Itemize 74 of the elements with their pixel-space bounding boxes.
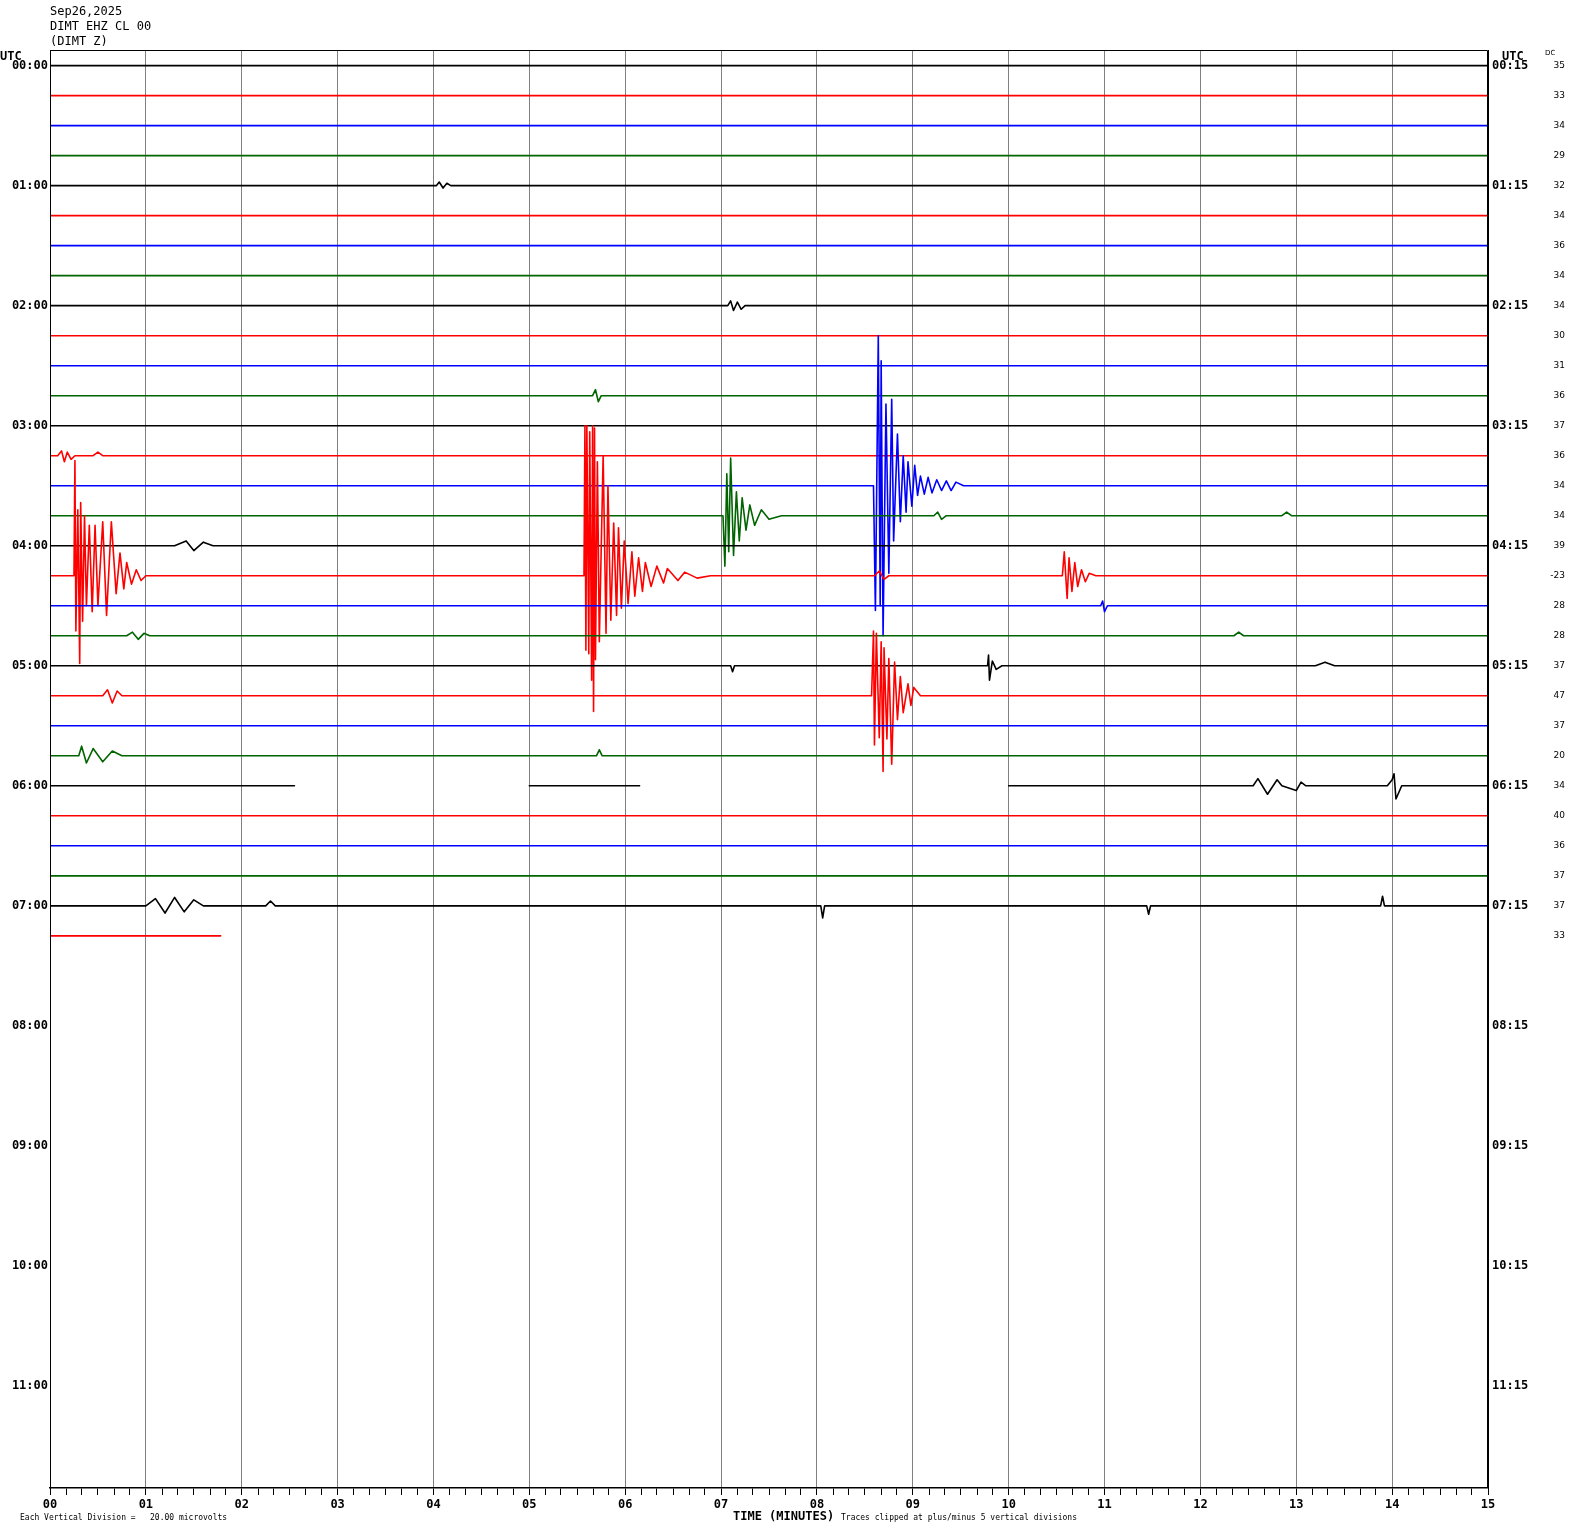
y-tick-label: 04:00 xyxy=(11,537,48,552)
text: 28 xyxy=(1553,630,1566,641)
x-tick-label: 05 xyxy=(522,1497,537,1512)
x-tick-label: 07 xyxy=(713,1497,729,1512)
x-tick-label: 13 xyxy=(1289,1497,1304,1512)
x-tick-label: 15 xyxy=(1480,1497,1496,1512)
y-tick-label: 02:00 xyxy=(11,297,48,312)
y2-tick-label: 06:15 xyxy=(1492,777,1529,792)
text: 36 xyxy=(1553,840,1566,851)
chart-title: Sep26,2025 xyxy=(50,4,123,18)
y-tick-label: 03:00 xyxy=(11,417,48,432)
text: Each Vertical Division = 20.00 microvolts xyxy=(20,1513,228,1522)
text: 36 xyxy=(1553,240,1566,250)
x-axis-title: TIME (MINUTES) xyxy=(733,1509,835,1523)
y2-tick-label: 02:15 xyxy=(1492,297,1529,312)
y2-tick-label: 01:15 xyxy=(1492,177,1529,192)
y-tick-label: 05:00 xyxy=(11,657,48,672)
y2-tick-label: 09:15 xyxy=(1492,1138,1529,1153)
text: 28 xyxy=(1553,600,1566,611)
x-tick-label: 02 xyxy=(234,1497,249,1512)
text: 35 xyxy=(1553,59,1565,70)
y-tick-label: 06:00 xyxy=(11,777,48,792)
y2-tick-label: 07:15 xyxy=(1492,897,1529,912)
y2-tick-label: 11:15 xyxy=(1492,1378,1529,1393)
text: 37 xyxy=(1553,420,1565,431)
text: 47 xyxy=(1553,690,1565,701)
y-tick-label: 01:00 xyxy=(11,177,48,192)
x-tick-label: 00 xyxy=(42,1497,58,1512)
text: 29 xyxy=(1553,149,1566,160)
x-tick-label: 06 xyxy=(617,1497,633,1512)
text: 34 xyxy=(1553,480,1566,491)
x-tick-label: 09 xyxy=(905,1497,921,1512)
y-tick-label: 09:00 xyxy=(11,1138,48,1153)
text: 34 xyxy=(1553,119,1566,130)
text: 34 xyxy=(1553,510,1566,521)
text: 37 xyxy=(1553,900,1565,911)
text: 33 xyxy=(1553,89,1565,100)
y2-tick-label: 03:15 xyxy=(1492,417,1529,432)
text: 36 xyxy=(1553,450,1566,461)
x-tick-label: 10 xyxy=(1001,1497,1016,1512)
x-tick-label: 04 xyxy=(426,1497,441,1512)
x-tick-label: 08 xyxy=(809,1497,825,1512)
text: 34 xyxy=(1553,780,1566,791)
text: 37 xyxy=(1553,720,1565,731)
x-tick-label: 01 xyxy=(138,1497,154,1512)
text: 20 xyxy=(1553,750,1566,761)
text: 36 xyxy=(1553,390,1566,401)
text: 34 xyxy=(1553,300,1566,311)
y-tick-label: 10:00 xyxy=(11,1258,48,1273)
text: -23 xyxy=(1550,570,1565,581)
x-tick-label: 03 xyxy=(330,1497,345,1512)
text: 34 xyxy=(1553,270,1566,281)
x-tick-label: 14 xyxy=(1384,1497,1400,1512)
y-tick-label: 11:00 xyxy=(11,1378,48,1393)
text: 37 xyxy=(1553,870,1565,881)
y-tick-label: 08:00 xyxy=(11,1018,48,1032)
y2-tick-label: 10:15 xyxy=(1492,1258,1529,1273)
text: Traces clipped at plus/minus 5 vertical divisions xyxy=(841,1513,1078,1522)
text: 30 xyxy=(1553,330,1566,341)
text: 40 xyxy=(1553,810,1566,821)
text: 37 xyxy=(1553,660,1565,671)
text: (DIMT Z) xyxy=(50,34,108,48)
chart-subtitle: DIMT EHZ CL 00 xyxy=(50,19,152,33)
y2-tick-label: 05:15 xyxy=(1492,657,1529,672)
x-tick-label: 11 xyxy=(1097,1497,1112,1512)
text: 31 xyxy=(1553,360,1565,371)
text: 34 xyxy=(1553,209,1566,220)
y2-tick-label: 08:15 xyxy=(1492,1018,1529,1032)
text: 33 xyxy=(1553,930,1565,941)
y2-tick-label: 04:15 xyxy=(1492,537,1529,552)
text: 32 xyxy=(1553,179,1565,190)
text: 39 xyxy=(1553,540,1566,551)
y-tick-label: 07:00 xyxy=(11,897,48,912)
x-tick-label: 12 xyxy=(1193,1497,1208,1512)
